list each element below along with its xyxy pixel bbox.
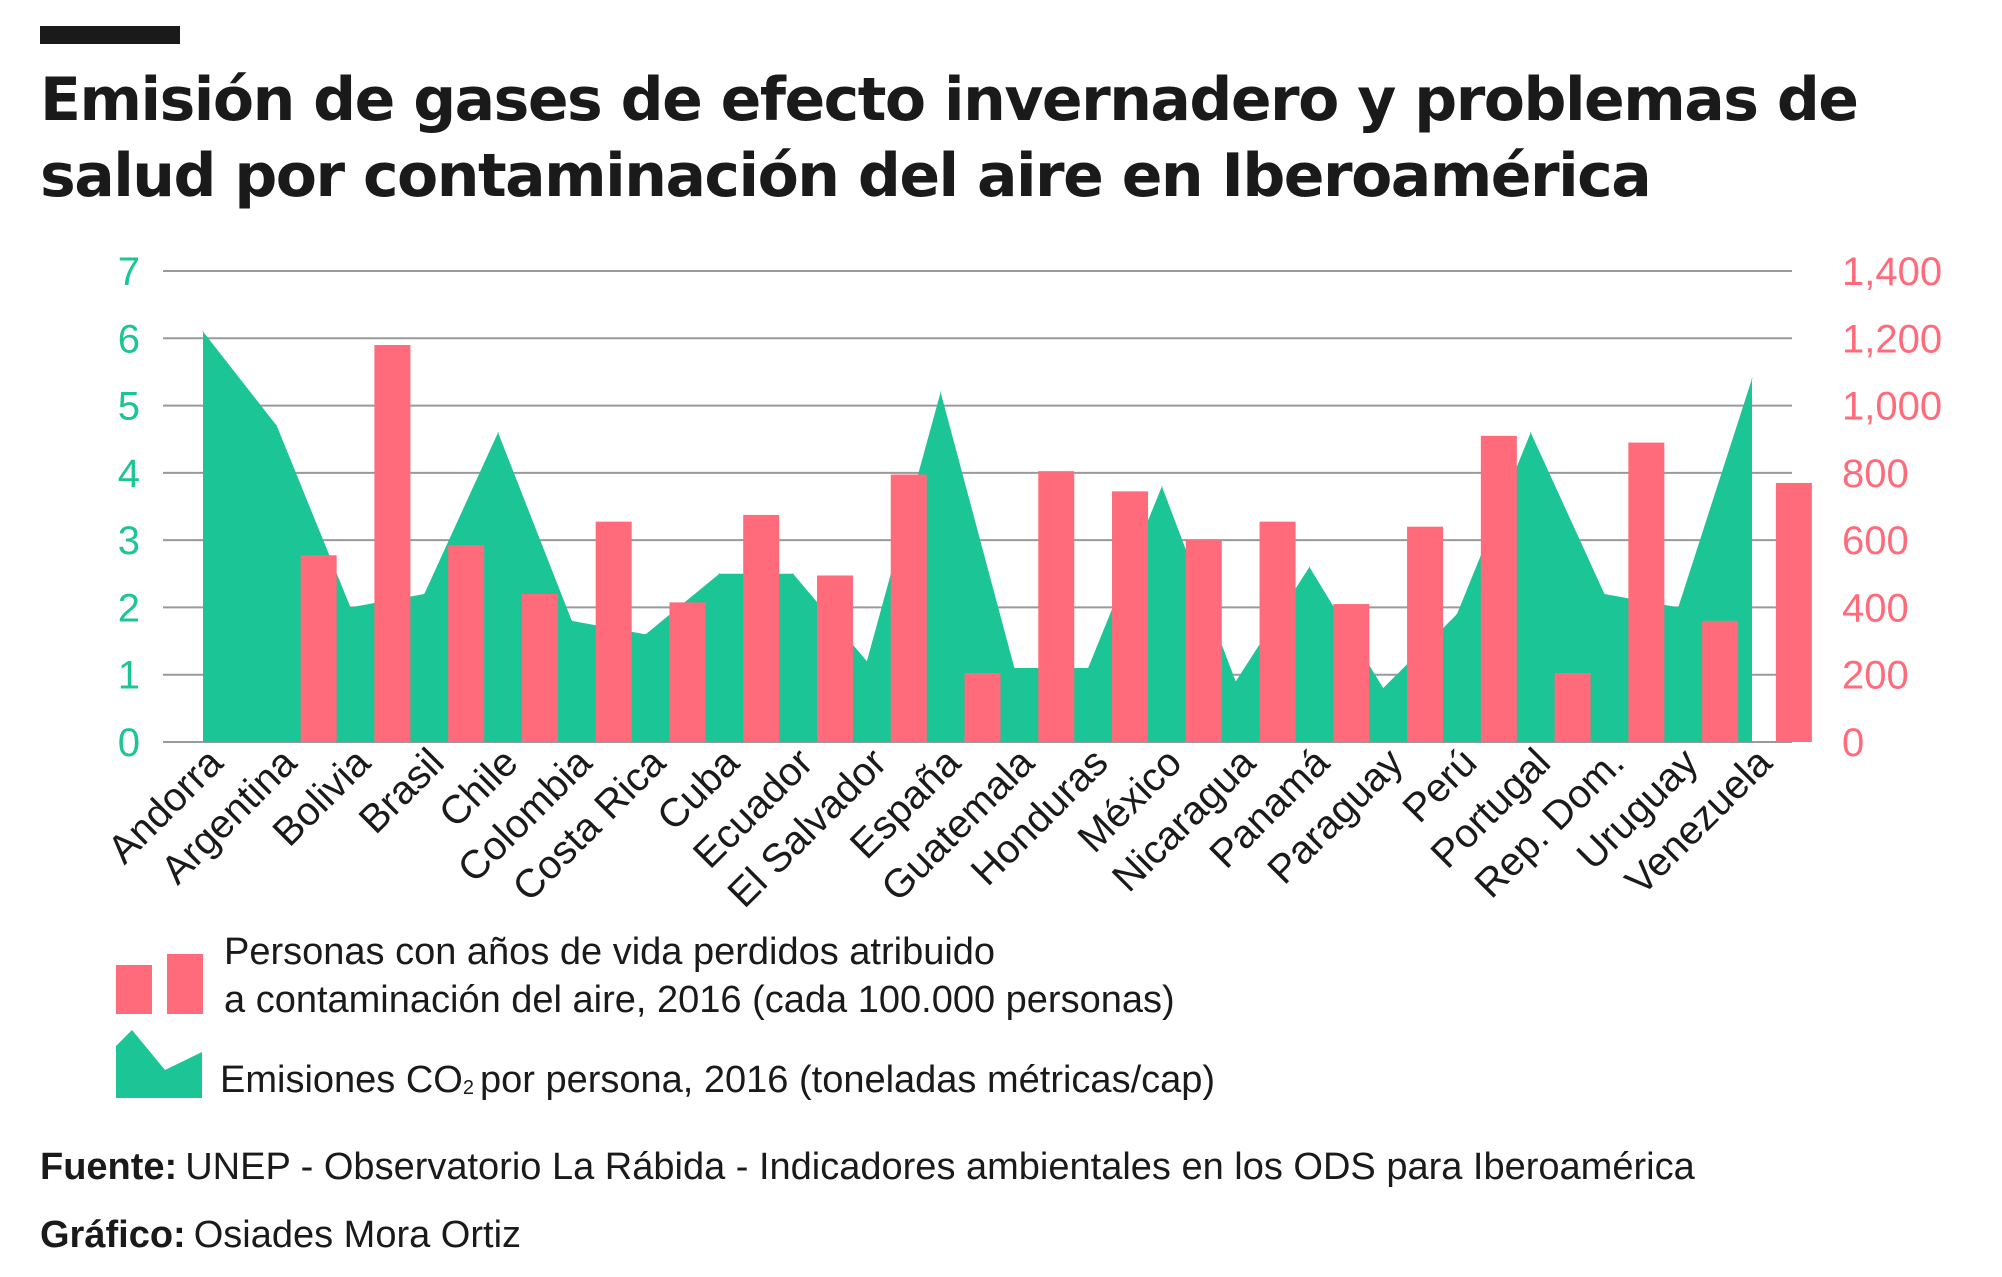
source-text: UNEP - Observatorio La Rábida - Indicado… [185,1146,1695,1188]
legend-area-label: Emisiones CO2 por persona, 2016 (tonelada… [220,1056,1215,1112]
co2-area-point [1751,378,1753,380]
legend-bars-label: Personas con años de vida perdidos atrib… [224,928,1175,1024]
bar [521,593,558,742]
bar [374,345,411,742]
y-left-tick-label: 6 [118,317,140,361]
title-line-2: salud por contaminación del aire en Iber… [40,141,1652,211]
co2-area-point [1161,485,1163,487]
chart-title: Emisión de gases de efecto invernadero y… [40,62,1940,214]
co2-area [203,331,1752,742]
co2-area-point [866,660,868,662]
legend-area-swatch [116,1030,202,1098]
bar [1185,540,1222,742]
co2-area-point [645,633,647,635]
co2-area-point [202,331,204,333]
legend-area-suffix: por persona, 2016 (toneladas métricas/ca… [479,1059,1216,1101]
co2-area-point [1456,613,1458,615]
legend-bars-line-2: a contaminación del aire, 2016 (cada 100… [224,979,1175,1021]
co2-area-point [1087,667,1089,669]
bar [890,474,927,742]
y-right-tick-label: 1,200 [1842,317,1942,361]
source-label: Fuente: [40,1146,178,1188]
co2-area-point [276,425,278,427]
co2-area-point [1603,593,1605,595]
co2-area-point [1530,431,1532,433]
x-category-label: Brasil [351,740,453,842]
bar [743,514,780,742]
bar [1038,471,1075,742]
bar [1702,620,1739,742]
y-left-tick-label: 1 [118,654,140,698]
legend-swatches [116,954,203,1098]
bar [1628,442,1665,742]
y-left-tick-label: 0 [118,721,140,765]
area-series-layer [202,331,1753,742]
source-note: Fuente: UNEP - Observatorio La Rábida - I… [40,1146,1695,1189]
title-line-1: Emisión de gases de efecto invernadero y… [40,65,1859,135]
y-right-tick-label: 1,400 [1842,250,1942,294]
bar [1259,521,1296,742]
bar [964,673,1001,742]
bar [595,521,632,742]
y-right-tick-label: 200 [1842,654,1909,698]
y-right-tick-label: 0 [1842,721,1864,765]
co2-area-point [423,593,425,595]
co2-area-point [1013,667,1015,669]
co2-area-point [571,620,573,622]
bar [816,575,853,742]
y-right-tick-label: 400 [1842,586,1909,630]
legend-area-subscript: 2 [462,1077,474,1099]
bar [448,545,485,742]
co2-area-point [940,391,942,393]
y-left-tick-label: 3 [118,519,140,563]
co2-area-point [1235,680,1237,682]
co2-area-point [497,431,499,433]
credit-note: Gráfico: Osiades Mora Ortiz [40,1214,521,1257]
bar [1407,526,1444,742]
bar [669,602,706,742]
co2-area-point [1677,606,1679,608]
title-accent-rule [40,26,180,44]
bar [1775,482,1812,742]
bar [1554,673,1591,742]
y-right-tick-label: 600 [1842,519,1909,563]
co2-area-point [350,606,352,608]
co2-area-point [792,573,794,575]
y-right-tick-label: 1,000 [1842,385,1942,429]
legend-bar-swatch [116,965,152,1014]
y-left-tick-label: 4 [118,452,140,496]
bar [1480,435,1517,742]
y-left-tick-label: 2 [118,586,140,630]
legend-bar-swatch [167,954,203,1014]
bar [300,555,337,742]
bar [1333,604,1370,742]
y-right-tick-label: 800 [1842,452,1909,496]
credit-text: Osiades Mora Ortiz [193,1214,522,1256]
co2-area-point [718,573,720,575]
legend-area-prefix: Emisiones CO [220,1059,463,1101]
y-left-tick-label: 5 [118,385,140,429]
y-left-tick-label: 7 [118,250,140,294]
co2-area-point [1382,687,1384,689]
legend-bars-line-1: Personas con años de vida perdidos atrib… [224,931,996,973]
bar-series-layer [300,345,1812,742]
credit-label: Gráfico: [40,1214,186,1256]
co2-area-point [1308,566,1310,568]
bar [1112,491,1149,742]
